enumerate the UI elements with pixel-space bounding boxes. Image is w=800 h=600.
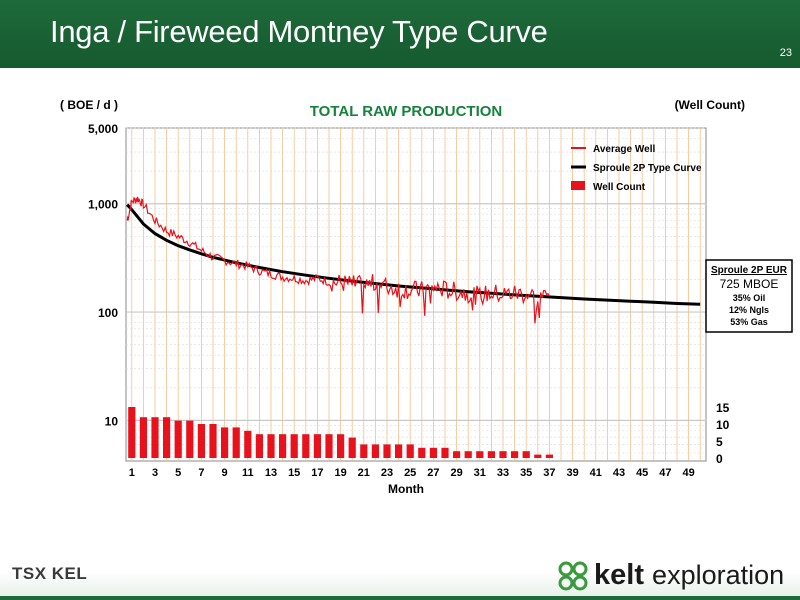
- y-tick-label: 1,000: [88, 198, 118, 212]
- x-tick-label: 13: [265, 467, 277, 479]
- well-count-bar: [255, 434, 263, 458]
- eur-gas: 53% Gas: [730, 317, 768, 327]
- x-tick-label: 33: [497, 467, 509, 479]
- well-count-bar: [522, 451, 530, 458]
- average-well-line: [126, 196, 550, 324]
- well-count-bar: [302, 434, 310, 458]
- well-count-bar: [151, 417, 159, 458]
- well-count-bar: [487, 451, 495, 458]
- well-count-bar: [476, 451, 484, 458]
- x-tick-label: 49: [682, 467, 694, 479]
- x-tick-label: 3: [152, 467, 158, 479]
- slide-number: 23: [779, 47, 792, 59]
- well-count-bar: [441, 447, 449, 458]
- type-curve-line: [126, 203, 701, 306]
- x-tick-label: 45: [636, 467, 648, 479]
- well-count-bar: [383, 444, 391, 458]
- x-tick-label: 9: [222, 467, 228, 479]
- eur-oil: 35% Oil: [733, 293, 766, 303]
- well-count-bar: [499, 451, 507, 458]
- legend-label-average-well: Average Well: [593, 144, 655, 155]
- well-count-bar: [395, 444, 403, 458]
- slide-title: Inga / Fireweed Montney Type Curve: [50, 14, 548, 49]
- x-tick-label: 31: [474, 467, 486, 479]
- x-axis-label: Month: [388, 482, 424, 496]
- y2-axis-label: (Well Count): [675, 98, 745, 112]
- eur-ngls: 12% Ngls: [729, 305, 769, 315]
- well-count-bar: [186, 420, 194, 458]
- well-count-bar: [128, 407, 136, 458]
- x-tick-label: 7: [198, 467, 204, 479]
- y2-tick-label: 10: [716, 418, 730, 432]
- plot-area: [125, 127, 707, 462]
- legend-swatch-well-count: [571, 181, 585, 190]
- y2-tick-label: 5: [716, 435, 723, 449]
- well-count-bar: [337, 434, 345, 458]
- well-count-bar: [163, 417, 171, 458]
- x-tick-label: 17: [311, 467, 323, 479]
- well-count-bar: [221, 427, 229, 458]
- x-tick-label: 35: [520, 467, 532, 479]
- x-tick-label: 39: [566, 467, 578, 479]
- legend-label-well-count: Well Count: [593, 182, 646, 193]
- footer-line: [0, 596, 800, 600]
- well-count-bar: [244, 430, 252, 458]
- kelt-knot-icon: [558, 561, 588, 591]
- well-count-bar: [325, 434, 333, 458]
- y2-tick-label: 0: [716, 452, 723, 466]
- x-tick-label: 27: [427, 467, 439, 479]
- y-tick-label: 100: [98, 306, 118, 320]
- x-tick-label: 11: [242, 467, 254, 479]
- well-count-bar: [511, 451, 519, 458]
- x-tick-label: 23: [381, 467, 393, 479]
- x-tick-label: 5: [175, 467, 181, 479]
- well-count-bar: [429, 447, 437, 458]
- x-tick-label: 43: [613, 467, 625, 479]
- chart-title: TOTAL RAW PRODUCTION: [310, 103, 503, 120]
- well-count-bar: [406, 444, 414, 458]
- eur-box: [705, 259, 793, 333]
- company-name: kelt: [594, 559, 644, 591]
- x-tick-label: 37: [543, 467, 555, 479]
- well-count-bar: [267, 434, 275, 458]
- well-count-bar: [545, 454, 553, 458]
- well-count-bar: [139, 417, 147, 458]
- footer-band: [0, 540, 800, 600]
- eur-title: Sproule 2P EUR: [711, 265, 788, 276]
- tsx-logo: TSX KEL: [12, 564, 88, 583]
- well-count-bar: [290, 434, 298, 458]
- well-count-bar: [360, 444, 368, 458]
- legend-label-type-curve: Sproule 2P Type Curve: [593, 163, 702, 174]
- company-suffix: exploration: [652, 560, 785, 590]
- well-count-bar: [464, 451, 472, 458]
- well-count-bar: [313, 434, 321, 458]
- well-count-bar: [197, 424, 205, 458]
- well-count-bar: [418, 447, 426, 458]
- well-count-bar: [348, 437, 356, 458]
- well-count-bar: [534, 454, 542, 458]
- well-count-bar: [453, 451, 461, 458]
- well-count-bar: [232, 427, 240, 458]
- x-tick-label: 29: [450, 467, 462, 479]
- well-count-bar: [279, 434, 287, 458]
- y-tick-label: 5,000: [88, 122, 118, 136]
- y-axis-label: ( BOE / d ): [60, 98, 118, 112]
- x-tick-label: 1: [129, 467, 135, 479]
- well-count-bar: [371, 444, 379, 458]
- y2-tick-label: 15: [716, 401, 730, 415]
- header-bar: Inga / Fireweed Montney Type Curve 23: [0, 0, 800, 68]
- x-tick-label: 47: [659, 467, 671, 479]
- y-tick-label: 10: [105, 414, 119, 428]
- well-count-bar: [209, 424, 217, 458]
- x-tick-label: 25: [404, 467, 416, 479]
- company-logo: kelt exploration: [594, 559, 784, 592]
- x-tick-label: 15: [288, 467, 300, 479]
- x-tick-label: 21: [358, 467, 370, 479]
- x-tick-label: 19: [334, 467, 346, 479]
- well-count-bar: [174, 420, 182, 458]
- x-tick-label: 41: [590, 467, 602, 479]
- eur-value: 725 MBOE: [720, 277, 779, 291]
